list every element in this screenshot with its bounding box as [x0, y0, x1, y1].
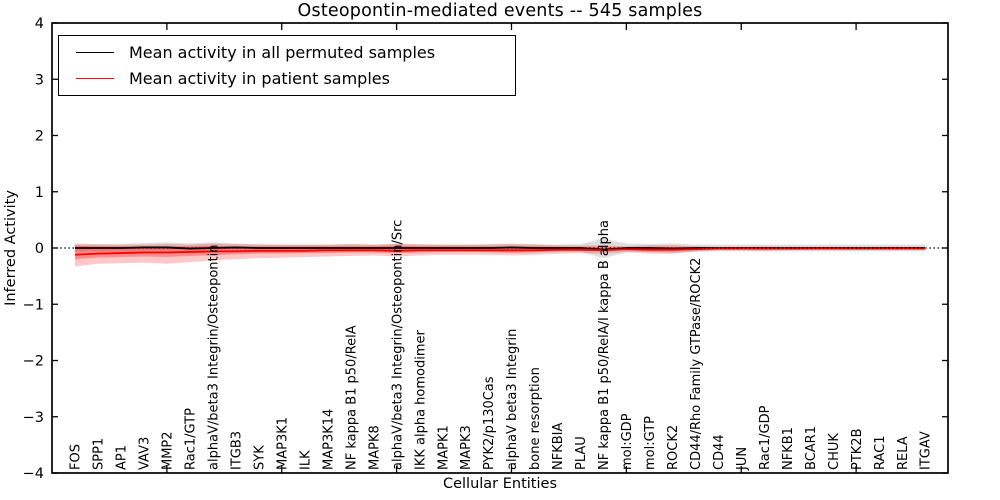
- category-tick-label: MAPK1: [436, 425, 451, 470]
- legend-item: Mean activity in patient samples: [59, 66, 515, 92]
- category-tick-label: RAC1: [873, 435, 888, 470]
- category-tick-label: CHUK: [827, 433, 842, 470]
- legend-line-sample: [76, 51, 114, 53]
- y-tick-label: 4: [35, 16, 44, 32]
- category-tick-label: BCAR1: [804, 426, 819, 470]
- category-tick-label: ITGB3: [229, 431, 244, 470]
- category-tick-label: PYK2/p130Cas: [482, 376, 497, 470]
- category-tick-label: SPP1: [92, 438, 107, 470]
- category-tick-label: NFKBIA: [551, 423, 566, 470]
- category-tick-label: Rac1/GTP: [184, 408, 199, 470]
- category-tick-label: alphaV/beta3 Integrin/Osteopontin/Src: [390, 220, 405, 470]
- legend: Mean activity in all permuted samples Mea…: [58, 35, 516, 96]
- y-tick-label: −2: [23, 354, 44, 370]
- category-tick-label: AP1: [115, 445, 130, 470]
- category-tick-label: ITGAV: [919, 431, 934, 470]
- category-tick-label: MAPK3: [459, 425, 474, 470]
- legend-item-label: Mean activity in patient samples: [129, 69, 390, 89]
- y-tick-label: 2: [35, 129, 44, 145]
- category-tick-label: ILK: [298, 450, 313, 470]
- category-tick-label: mol:GTP: [643, 416, 658, 470]
- category-tick-label: alphaV beta3 Integrin: [505, 329, 520, 470]
- category-tick-label: MMP2: [161, 431, 176, 470]
- category-tick-label: JUN: [735, 447, 750, 471]
- y-tick-label: 1: [35, 185, 44, 201]
- y-tick-label: 0: [35, 241, 44, 257]
- category-tick-label: mol:GDP: [620, 413, 635, 470]
- legend-item: Mean activity in all permuted samples: [59, 39, 515, 65]
- category-tick-label: MAP3K1: [275, 417, 290, 470]
- category-tick-label: VAV3: [138, 437, 153, 470]
- category-tick-label: FOS: [69, 444, 84, 470]
- category-tick-label: MAP3K14: [321, 409, 336, 470]
- category-tick-label: NF kappa B1 p50/RelA/I kappa B alpha: [597, 220, 612, 470]
- y-tick-label: −4: [23, 466, 44, 482]
- y-axis-label: Inferred Activity: [3, 190, 19, 306]
- y-tick-label: −1: [23, 297, 44, 313]
- category-tick-label: MAPK8: [367, 425, 382, 470]
- category-tick-label: Rac1/GDP: [758, 405, 773, 470]
- category-tick-label: bone resorption: [528, 367, 543, 470]
- category-tick-label: NF kappa B1 p50/RelA: [344, 325, 359, 470]
- category-tick-label: alphaV/beta3 Integrin/Osteopontin: [207, 245, 222, 470]
- y-tick-label: 3: [35, 72, 44, 88]
- legend-line-sample: [76, 78, 114, 80]
- series-line-patient: [74, 247, 926, 256]
- axes-frame: [51, 22, 949, 474]
- category-tick-label: IKK alpha homodimer: [413, 329, 428, 470]
- category-tick-label: RELA: [896, 436, 911, 470]
- category-tick-label: CD44/Rho Family GTPase/ROCK2: [689, 258, 704, 470]
- category-tick-label: CD44: [712, 434, 727, 470]
- category-tick-label: SYK: [252, 445, 267, 470]
- chart-title: Osteopontin-mediated events -- 545 sampl…: [297, 1, 703, 21]
- category-tick-label: NFKB1: [781, 427, 796, 470]
- legend-item-label: Mean activity in all permuted samples: [129, 42, 436, 62]
- x-axis-label: Cellular Entities: [442, 476, 558, 492]
- category-tick-label: PLAU: [574, 436, 589, 470]
- category-tick-label: PTK2B: [850, 429, 865, 471]
- y-tick-label: −3: [23, 410, 44, 426]
- category-tick-label: ROCK2: [666, 425, 681, 470]
